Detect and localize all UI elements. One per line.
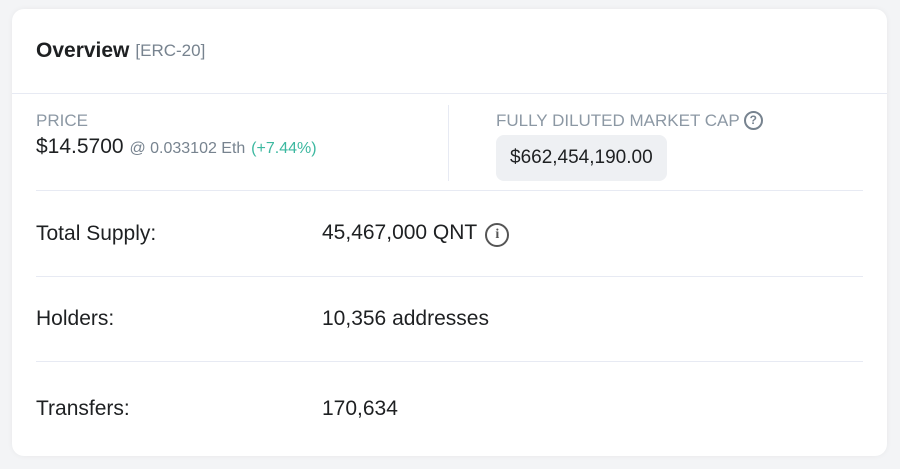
holders-value: 10,356 addresses: [322, 306, 489, 330]
market-cap-value: $662,454,190.00: [496, 135, 667, 181]
question-circle-icon[interactable]: ?: [743, 111, 763, 130]
price-line: $14.5700 @ 0.033102 Eth (+7.44%): [36, 135, 448, 159]
transfers-row: Transfers: 170,634: [36, 366, 863, 451]
price-change: (+7.44%): [251, 140, 317, 157]
card-title: Overview: [36, 39, 130, 62]
row-label: Transfers:: [36, 396, 130, 420]
price-eth: @ 0.033102 Eth: [129, 140, 246, 157]
token-standard: [ERC-20]: [135, 41, 206, 60]
total-supply-row: Total Supply: 45,467,000 QNT i: [36, 191, 863, 277]
row-value: 45,467,000 QNT i: [322, 220, 510, 247]
row-label: Holders:: [36, 306, 115, 330]
market-cap-label: FULLY DILUTED MARKET CAP?: [496, 111, 763, 131]
market-cap-label-text: FULLY DILUTED MARKET CAP: [496, 111, 740, 130]
total-supply-value: 45,467,000 QNT: [322, 220, 478, 244]
overview-card: Overview [ERC-20] PRICE $14.5700 @ 0.033…: [12, 9, 887, 456]
transfers-value: 170,634: [322, 396, 398, 420]
market-cap-column: FULLY DILUTED MARKET CAP? $662,454,190.0…: [496, 105, 763, 181]
price-label: PRICE: [36, 111, 88, 130]
card-header: Overview [ERC-20]: [12, 9, 887, 94]
price-section: PRICE $14.5700 @ 0.033102 Eth (+7.44%) F…: [36, 105, 863, 191]
price-value: $14.5700: [36, 135, 124, 158]
info-circle-icon[interactable]: i: [485, 222, 510, 247]
price-column: PRICE $14.5700 @ 0.033102 Eth (+7.44%): [36, 105, 449, 181]
row-label: Total Supply:: [36, 221, 157, 245]
holders-row: Holders: 10,356 addresses: [36, 276, 863, 362]
